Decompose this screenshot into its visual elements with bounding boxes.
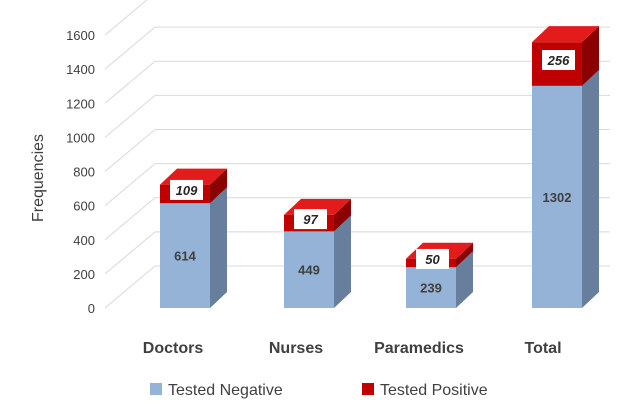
x-tick-label-paramedics: Paramedics xyxy=(374,340,464,357)
data-label-positive-total: 256 xyxy=(547,53,570,68)
bar-paramedics-tested-positive-side xyxy=(456,242,473,268)
legend: Tested Negative Tested Positive xyxy=(150,382,488,399)
data-label-box-positive-paramedics xyxy=(416,248,449,269)
legend-label-tested-positive: Tested Positive xyxy=(380,382,488,399)
legend-label-tested-negative: Tested Negative xyxy=(168,382,283,399)
legend-swatch-tested-positive xyxy=(362,383,374,395)
y-tick-label: 800 xyxy=(73,165,95,180)
x-tick-label-nurses: Nurses xyxy=(269,340,323,357)
bar-paramedics-tested-negative-side xyxy=(456,251,473,308)
bar-paramedics-tested-negative xyxy=(406,267,456,308)
x-tick-label-total: Total xyxy=(524,340,561,357)
data-label-negative-nurses: 449 xyxy=(298,263,320,278)
bars: 614 109 449 97 239 50 1302 256 xyxy=(160,26,599,308)
x-tick-label-doctors: Doctors xyxy=(143,340,204,357)
data-label-box-positive-total xyxy=(542,50,575,71)
bar-total-tested-positive-top xyxy=(532,26,599,43)
y-axis-ticks: 0 200 400 600 800 1000 1200 1400 1600 xyxy=(66,28,95,316)
bar-group-nurses: 449 97 xyxy=(284,198,351,308)
bar-total-tested-negative xyxy=(532,85,582,308)
bar-nurses-tested-negative xyxy=(284,231,334,308)
y-tick-label: 1200 xyxy=(66,96,95,111)
data-label-negative-paramedics: 239 xyxy=(420,281,442,296)
bar-doctors-tested-negative-side xyxy=(210,187,227,308)
bar-group-doctors: 614 109 xyxy=(160,168,227,308)
data-label-box-positive-doctors xyxy=(170,179,203,200)
bar-group-total: 1302 256 xyxy=(532,26,599,308)
bar-group-paramedics: 239 50 xyxy=(406,242,473,308)
data-label-positive-doctors: 109 xyxy=(176,183,198,198)
y-tick-label: 1600 xyxy=(66,28,95,43)
data-label-negative-doctors: 614 xyxy=(174,249,196,264)
data-label-positive-paramedics: 50 xyxy=(425,252,440,267)
bar-total-tested-negative-side xyxy=(582,69,599,308)
gridline-diagonal xyxy=(104,265,156,309)
gridline-diagonal xyxy=(104,60,156,104)
gridline-diagonal xyxy=(104,231,156,275)
y-tick-label: 600 xyxy=(73,199,95,214)
y-tick-label: 1400 xyxy=(66,62,95,77)
gridline-diagonal xyxy=(104,163,156,207)
x-axis-categories: Doctors Nurses Paramedics Total xyxy=(143,340,562,357)
y-axis-title: Frequencies xyxy=(30,134,47,222)
gridline-diagonal xyxy=(104,0,148,36)
bar-nurses-tested-positive-side xyxy=(334,198,351,232)
legend-swatch-tested-negative xyxy=(150,383,162,395)
bar-nurses-tested-negative-side xyxy=(334,215,351,308)
gridline-diagonal xyxy=(104,129,156,172)
bar-doctors-tested-positive-side xyxy=(210,168,227,204)
y-tick-label: 1000 xyxy=(66,130,95,145)
data-label-positive-nurses: 97 xyxy=(303,212,318,227)
bar-total-tested-positive-side xyxy=(582,26,599,86)
data-label-negative-total: 1302 xyxy=(543,190,572,205)
y-tick-label: 0 xyxy=(88,301,95,316)
data-label-box-positive-nurses xyxy=(294,209,327,230)
y-tick-label: 400 xyxy=(73,233,95,248)
gridline-diagonal xyxy=(104,94,156,138)
gridline-diagonal xyxy=(104,197,156,241)
y-tick-label: 200 xyxy=(73,267,95,282)
gridline-diagonal xyxy=(104,26,156,70)
bar-doctors-tested-negative xyxy=(160,203,210,308)
